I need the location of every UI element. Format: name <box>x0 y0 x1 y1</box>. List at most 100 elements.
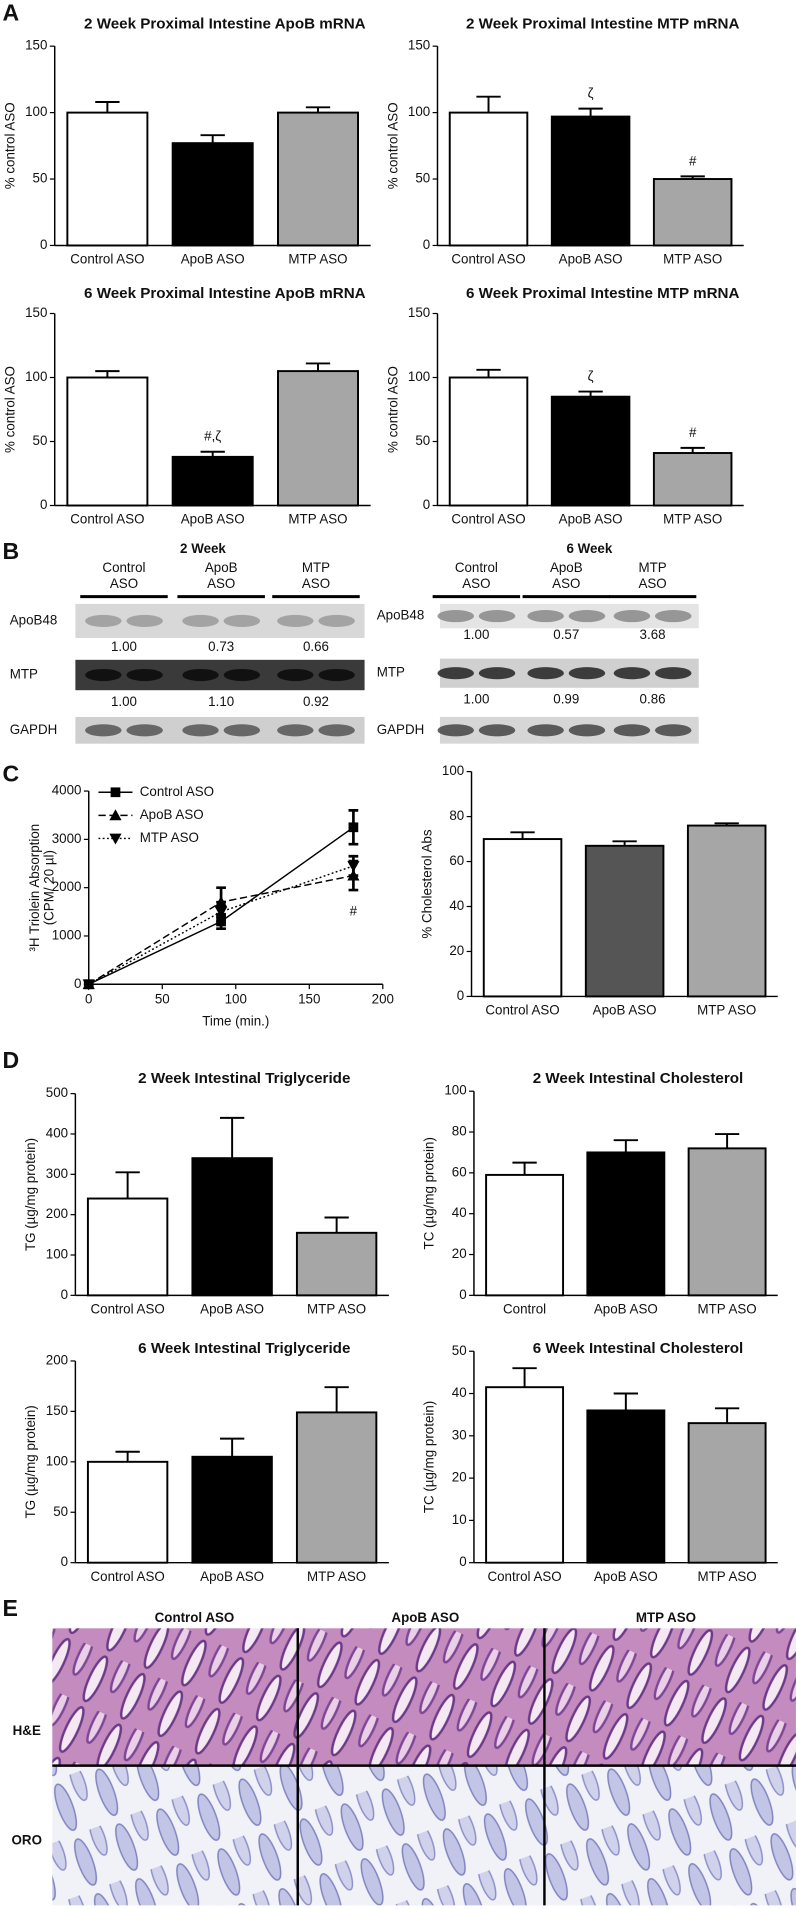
blot-band <box>655 724 692 737</box>
blot-quant: 1.00 <box>111 694 137 709</box>
marker <box>348 822 359 833</box>
histology-row: H&E <box>13 1723 41 1738</box>
bar <box>295 1411 378 1564</box>
bar <box>687 1147 767 1297</box>
marker <box>82 979 95 991</box>
y-tick-label: 40 <box>452 1205 467 1220</box>
y-tick-label: 0 <box>61 1287 68 1302</box>
marker <box>109 833 122 845</box>
y-tick-label: 3000 <box>52 831 82 846</box>
x-tick-label: MTP ASO <box>663 252 722 267</box>
x-tick-label: ApoB ASO <box>594 1301 658 1316</box>
annotation: # <box>350 903 358 918</box>
x-axis-label: Time (min.) <box>202 1013 269 1028</box>
annotation: #,ζ <box>204 429 221 444</box>
histology-column: Control ASO <box>155 1610 235 1625</box>
chart-title: 2 Week Intestinal Cholesterol <box>533 1070 744 1087</box>
y-tick-label: 100 <box>444 1083 466 1098</box>
y-tick-label: 0 <box>457 988 464 1003</box>
blot-band <box>223 614 261 628</box>
error-bar <box>305 362 331 372</box>
blot-column-label: ApoB <box>550 560 583 575</box>
blot-column-label: Control <box>102 560 145 575</box>
bar <box>448 111 529 247</box>
bar <box>550 395 631 507</box>
bar <box>586 1151 666 1297</box>
chart-title: 6 Week Proximal Intestine ApoB mRNA <box>84 285 366 302</box>
y-tick-label: 4000 <box>52 783 82 798</box>
he-image <box>52 1628 796 1766</box>
blot-column-label: ASO <box>110 576 138 591</box>
bar <box>191 1455 273 1564</box>
blot-row-label: ApoB48 <box>10 612 58 627</box>
error-bar <box>714 1407 740 1424</box>
error-bar <box>714 1133 740 1149</box>
blot-band <box>478 610 516 623</box>
x-tick-label: MTP ASO <box>698 1569 757 1584</box>
error-bar <box>512 1161 537 1175</box>
y-axis-label: % control ASO <box>3 366 18 453</box>
x-tick-label: ApoB ASO <box>200 1569 264 1584</box>
x-tick-label: Control ASO <box>90 1569 164 1584</box>
blot-column-label: ASO <box>552 576 580 591</box>
error-bar <box>219 1116 245 1159</box>
annotation: # <box>689 425 697 440</box>
y-tick-label: 30 <box>452 1427 467 1442</box>
panel-label: D <box>2 1047 19 1073</box>
chart-title: 6 Week Proximal Intestine MTP mRNA <box>466 285 739 302</box>
blot-strip <box>75 659 365 691</box>
x-tick-label: MTP ASO <box>697 1003 756 1018</box>
error-bar <box>510 831 535 840</box>
y-tick-label: 40 <box>449 898 464 913</box>
y-tick-label: 0 <box>74 976 81 991</box>
bar <box>295 1231 378 1297</box>
blot-band <box>568 610 606 623</box>
y-axis-label: % control ASO <box>385 102 400 189</box>
error-bar <box>200 450 225 457</box>
blot-band <box>613 724 651 737</box>
histology-images <box>52 1628 796 1906</box>
legend-label: Control ASO <box>140 784 214 799</box>
blot-row-label: GAPDH <box>377 722 425 737</box>
y-tick-label: 40 <box>452 1385 467 1400</box>
y-tick-label: 0 <box>61 1554 68 1569</box>
x-tick-label: ApoB ASO <box>200 1301 264 1316</box>
bar <box>485 1386 565 1564</box>
blot-band <box>277 668 314 682</box>
y-tick-label: 60 <box>452 1164 467 1179</box>
y-tick-label: 500 <box>46 1085 68 1100</box>
y-tick-label: 80 <box>452 1124 467 1139</box>
error-bar <box>680 175 705 180</box>
y-tick-label: 0 <box>40 237 47 252</box>
annotation: ζ <box>588 86 594 101</box>
blot-row-label: ApoB48 <box>377 608 425 623</box>
blot-band <box>478 724 516 737</box>
blot-column-label: ASO <box>638 576 666 591</box>
blot-band <box>655 667 692 680</box>
blot-band <box>613 610 651 623</box>
y-axis-label: ³H Triolein Absorption <box>27 824 42 952</box>
blot-band <box>223 668 261 682</box>
x-tick-label: 50 <box>155 992 170 1007</box>
error-bar <box>95 370 120 378</box>
x-tick-label: ApoB ASO <box>593 1003 657 1018</box>
y-tick-label: 150 <box>408 38 430 53</box>
panel-label: A <box>2 0 19 26</box>
blot-band <box>318 614 355 628</box>
blot-quant: 0.99 <box>553 691 579 706</box>
bar <box>584 844 665 998</box>
blot-band <box>437 610 474 623</box>
blot-band <box>437 667 474 680</box>
blot-band <box>223 724 261 737</box>
y-tick-label: 50 <box>33 171 48 186</box>
x-tick-label: MTP ASO <box>698 1301 757 1316</box>
chart-title: 2 Week Proximal Intestine MTP mRNA <box>466 15 739 32</box>
y-tick-label: 50 <box>33 433 48 448</box>
y-tick-label: 20 <box>449 943 464 958</box>
bar <box>686 824 767 998</box>
blot-column-label: ASO <box>207 576 235 591</box>
y-tick-label: 1000 <box>52 928 82 943</box>
bar <box>86 1460 169 1564</box>
legend-label: ApoB ASO <box>140 807 204 822</box>
blot-band <box>613 667 651 680</box>
